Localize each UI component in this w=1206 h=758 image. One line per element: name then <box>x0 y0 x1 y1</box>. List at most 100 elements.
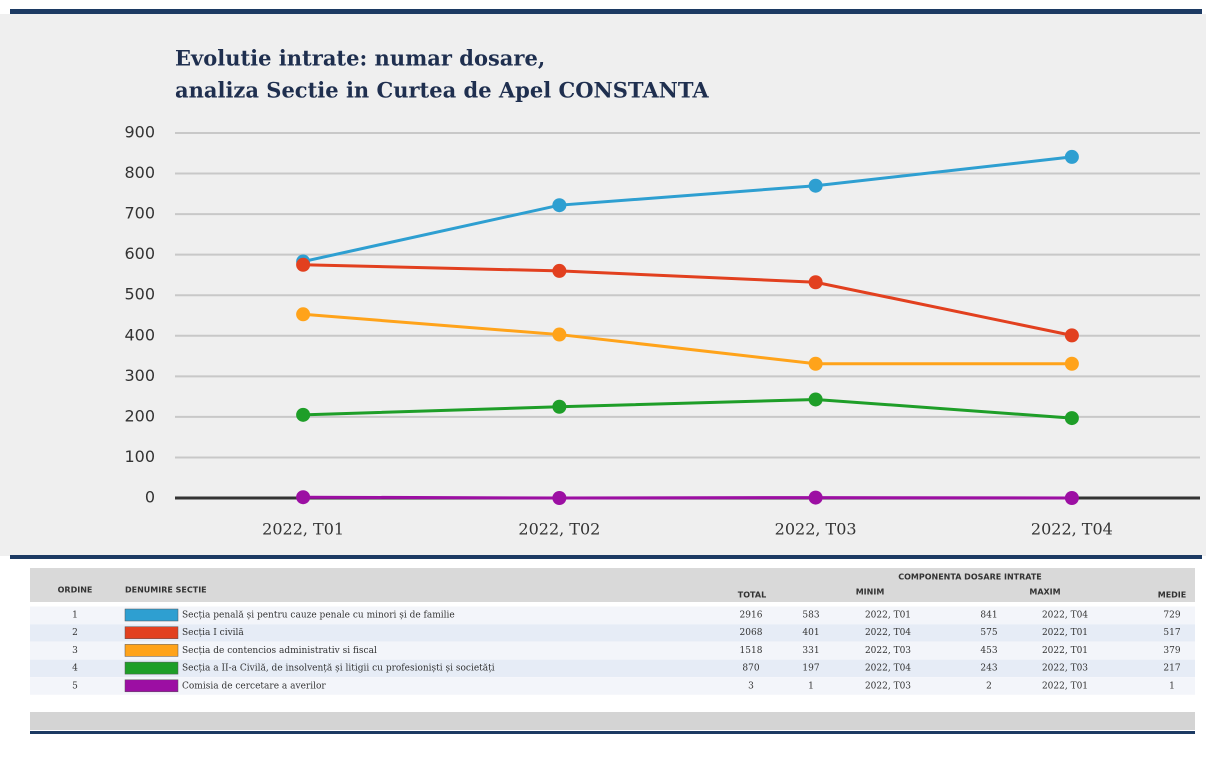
cell: 401 <box>802 628 819 638</box>
table-header <box>30 568 1195 602</box>
header: MAXIM <box>1029 588 1060 597</box>
y-tick-label: 0 <box>145 488 155 507</box>
row-background <box>30 677 1195 695</box>
cell: Secția de contencios administrativ si fi… <box>182 646 377 656</box>
cell: 1 <box>72 611 78 621</box>
cell: 729 <box>1163 611 1180 621</box>
cell: 2 <box>72 628 78 638</box>
cell: 3 <box>748 681 754 691</box>
cell: 243 <box>980 664 997 674</box>
y-tick-label: 700 <box>124 204 155 223</box>
cell: 197 <box>802 664 819 674</box>
cell: 2 <box>986 681 992 691</box>
header: COMPONENTA DOSARE INTRATE <box>898 573 1042 582</box>
x-tick-label: 2022, T04 <box>1031 520 1113 539</box>
cell: 379 <box>1163 646 1180 656</box>
point <box>808 392 823 407</box>
cell: 583 <box>802 611 819 621</box>
separator <box>10 555 1202 559</box>
point <box>1064 491 1079 505</box>
cell: 2022, T04 <box>1042 611 1088 621</box>
cell: 1 <box>1169 681 1175 691</box>
cell: 2022, T01 <box>1042 681 1088 691</box>
legend-swatch <box>124 608 179 622</box>
top-border <box>10 9 1202 14</box>
cell: 575 <box>980 628 997 638</box>
y-tick-label: 500 <box>124 285 155 304</box>
y-tick-label: 400 <box>124 325 155 344</box>
series-line <box>303 495 1072 500</box>
x-tick-label: 2022, T02 <box>518 520 600 539</box>
cell: 2022, T01 <box>865 611 911 621</box>
y-tick-label: 900 <box>124 123 155 142</box>
y-tick-label: 800 <box>124 163 155 182</box>
point <box>1064 411 1079 426</box>
point <box>1064 328 1079 343</box>
cell: 2068 <box>740 628 763 638</box>
chart-title: Evolutie intrate: numar dosare, <box>175 46 545 71</box>
point <box>808 490 823 505</box>
series-line <box>303 312 1072 366</box>
legend-swatch <box>124 644 179 657</box>
point <box>1064 149 1079 164</box>
cell: 4 <box>72 664 78 674</box>
legend-swatch <box>124 679 179 693</box>
row-background <box>30 641 1195 660</box>
cell: 2022, T01 <box>1042 628 1088 638</box>
point <box>296 307 311 322</box>
point <box>552 263 567 278</box>
cell: 2022, T03 <box>1042 664 1088 674</box>
point <box>296 407 311 422</box>
point <box>552 198 567 213</box>
y-tick-label: 200 <box>124 406 155 425</box>
point <box>552 491 567 505</box>
cell: Comisia de cercetare a averilor <box>182 681 326 691</box>
header: DENUMIRE SECTIE <box>125 586 207 595</box>
series-line <box>303 263 1073 337</box>
y-tick-label: 600 <box>124 244 155 263</box>
point <box>552 399 567 414</box>
row-background <box>30 659 1195 678</box>
bottom-border <box>30 731 1195 734</box>
cell: 841 <box>980 611 997 621</box>
point <box>808 356 823 371</box>
cell: 3 <box>72 646 78 656</box>
chart-background <box>0 14 1206 556</box>
cell: 5 <box>72 681 78 691</box>
cell: 1518 <box>740 646 763 656</box>
cell: Secția I civilă <box>182 627 244 638</box>
point <box>808 275 823 290</box>
cell: 1 <box>808 681 814 691</box>
header: MINIM <box>856 588 885 597</box>
cell: 217 <box>1163 664 1180 674</box>
cell: 2022, T04 <box>865 664 911 674</box>
x-tick-label: 2022, T03 <box>775 520 857 539</box>
cell: 2022, T03 <box>865 681 911 691</box>
y-tick-label: 300 <box>124 366 155 385</box>
cell: 2022, T04 <box>865 628 911 638</box>
legend-swatch <box>124 626 179 639</box>
point <box>1064 356 1079 371</box>
point <box>552 327 567 342</box>
cell: 517 <box>1163 628 1180 638</box>
row-background <box>30 624 1195 642</box>
cell: 2022, T03 <box>865 646 911 656</box>
legend-swatch <box>124 661 179 675</box>
cell: 453 <box>980 646 997 656</box>
cell: 331 <box>802 646 819 656</box>
point <box>296 257 311 272</box>
x-tick-label: 2022, T01 <box>262 520 344 539</box>
series-line <box>303 397 1072 420</box>
cell: 2022, T01 <box>1042 646 1088 656</box>
header: TOTAL <box>738 591 766 600</box>
row-background <box>30 606 1195 624</box>
series-line <box>302 155 1073 264</box>
header: ORDINE <box>58 586 93 595</box>
cell: 2916 <box>740 611 763 621</box>
point <box>296 490 311 505</box>
cell: Secția penală și pentru cauze penale cu … <box>182 610 455 621</box>
table-footer <box>30 712 1195 730</box>
header: MEDIE <box>1158 591 1187 600</box>
cell: Secția a II-a Civilă, de insolvență și l… <box>182 663 495 674</box>
